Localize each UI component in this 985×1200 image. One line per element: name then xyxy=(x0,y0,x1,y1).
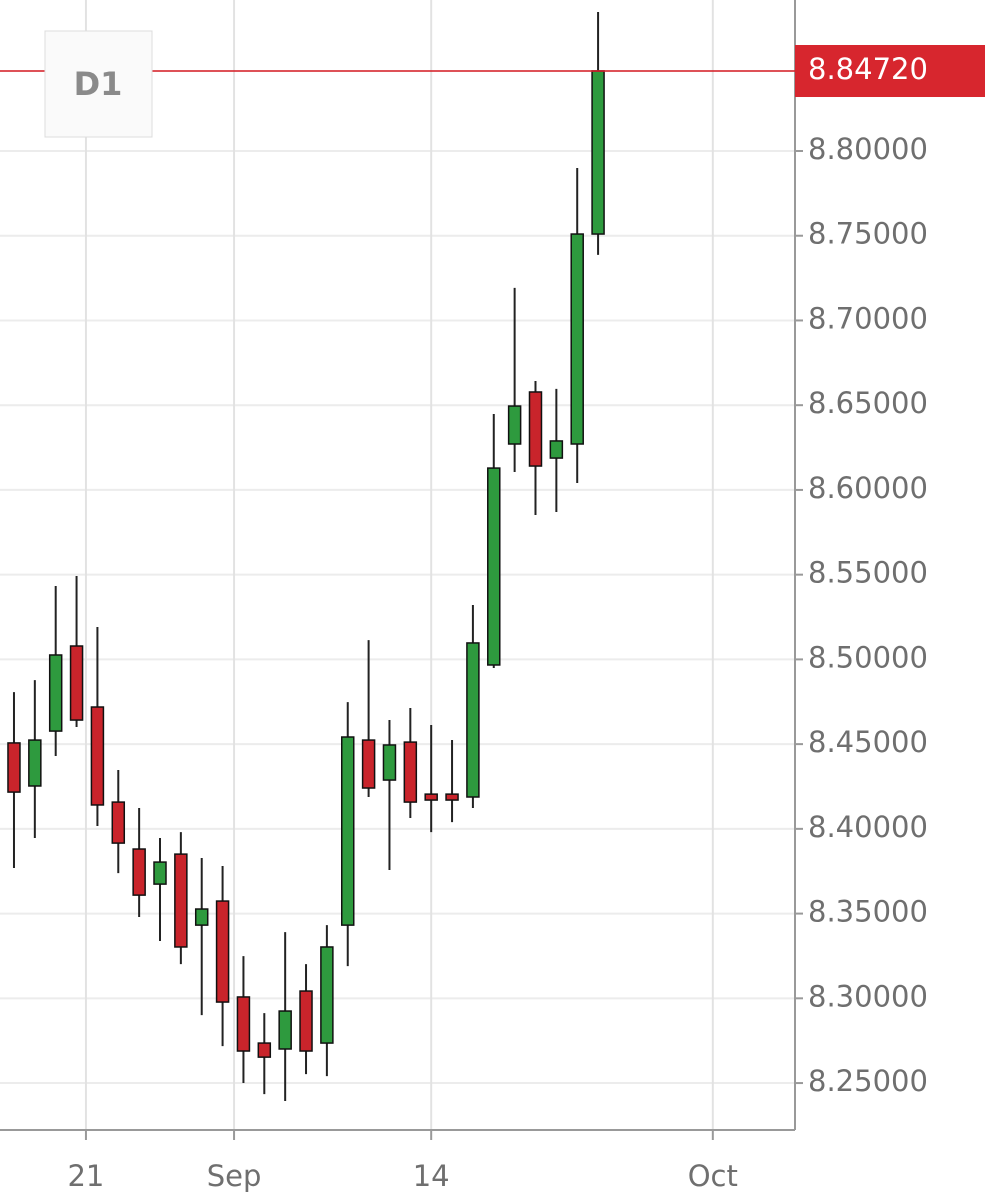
y-tick-label: 8.80000 xyxy=(808,132,928,166)
candle-body xyxy=(549,440,564,459)
candle-body xyxy=(278,1010,292,1050)
y-tick-label: 8.70000 xyxy=(808,301,928,335)
current-price-box xyxy=(795,45,985,98)
y-tick-label: 8.25000 xyxy=(808,1064,928,1098)
candle-body xyxy=(236,996,251,1052)
timeframe-box xyxy=(44,30,153,138)
candle-body xyxy=(194,908,209,926)
candle-body xyxy=(28,739,42,787)
candle-body xyxy=(215,900,230,1003)
candle-body xyxy=(153,861,167,885)
y-tick-label: 8.40000 xyxy=(808,810,928,844)
x-tick-label: Oct xyxy=(688,1159,738,1193)
y-tick-label: 8.30000 xyxy=(808,979,928,1013)
candle-body xyxy=(111,801,126,844)
y-tick-label: 8.45000 xyxy=(808,725,928,759)
candle-body xyxy=(48,654,63,732)
y-tick-label: 8.75000 xyxy=(808,217,928,251)
candle-body xyxy=(445,793,459,801)
y-tick-label: 8.55000 xyxy=(808,556,928,590)
candle-body xyxy=(90,706,105,806)
x-tick-label: 14 xyxy=(413,1159,450,1193)
candle-body xyxy=(132,848,146,896)
candle-body xyxy=(466,642,480,798)
candle-body xyxy=(487,467,501,666)
y-tick-label: 8.35000 xyxy=(808,895,928,929)
candle-body xyxy=(340,736,355,926)
candle-body xyxy=(403,741,418,803)
current-price-label: 8.84720 xyxy=(808,52,928,86)
candle-body xyxy=(257,1042,272,1058)
candle-body xyxy=(174,853,188,948)
candle-body xyxy=(591,70,605,235)
candle-body xyxy=(528,391,543,467)
candle-body xyxy=(69,645,84,721)
y-tick-label: 8.65000 xyxy=(808,386,928,420)
candle-body xyxy=(361,739,376,789)
candle-body xyxy=(507,405,522,445)
y-tick-label: 8.50000 xyxy=(808,640,928,674)
timeframe-label: D1 xyxy=(74,65,123,103)
candle-body xyxy=(7,742,21,793)
x-tick-label: 21 xyxy=(67,1159,104,1193)
candle-body xyxy=(424,793,438,801)
y-tick-label: 8.60000 xyxy=(808,471,928,505)
candle-body xyxy=(382,744,397,781)
x-tick-label: Sep xyxy=(207,1159,262,1193)
candle-body xyxy=(299,990,313,1052)
candle-body xyxy=(570,233,584,445)
candle-body xyxy=(320,946,334,1044)
